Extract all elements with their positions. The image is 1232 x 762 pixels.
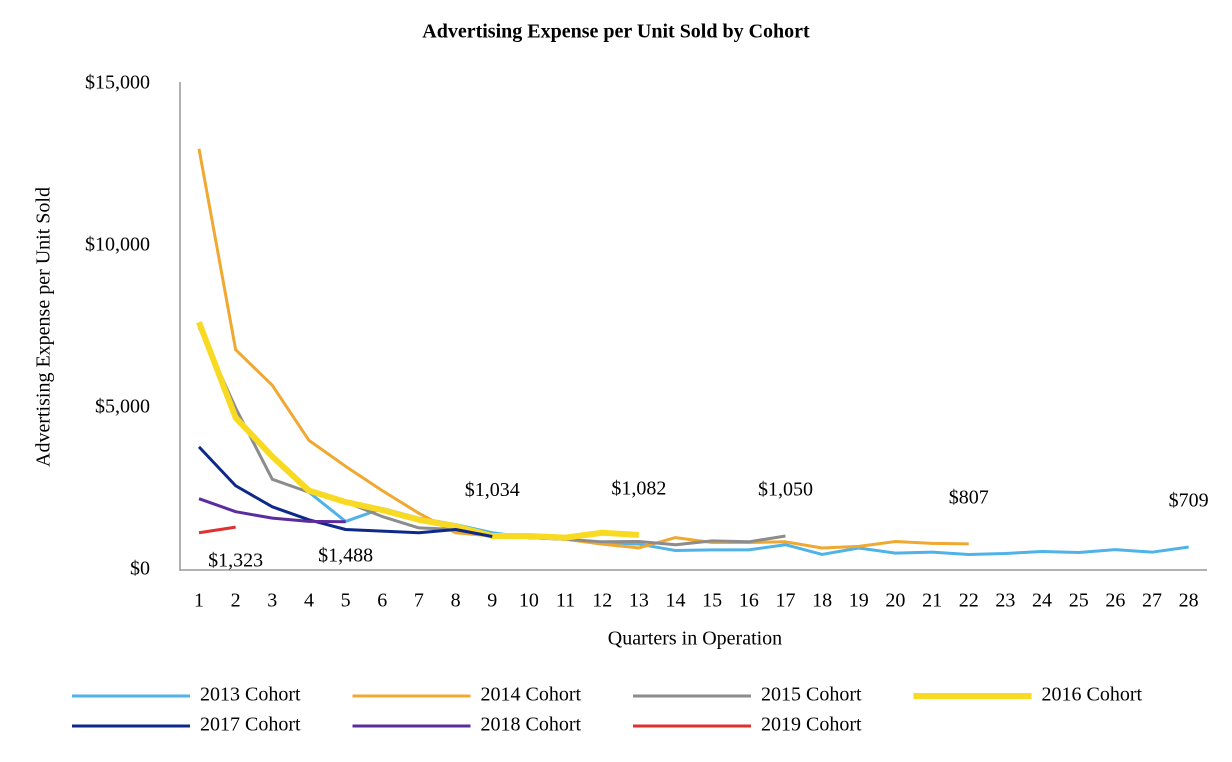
x-tick-label: 18: [812, 590, 832, 612]
x-tick-label: 5: [341, 590, 351, 612]
legend-label: 2017 Cohort: [200, 714, 301, 736]
x-tick-label: 2: [231, 590, 241, 612]
x-tick-label: 13: [629, 590, 649, 612]
data-label: $1,488: [318, 544, 373, 566]
series-line: [196, 321, 640, 541]
x-tick-label: 26: [1105, 590, 1125, 612]
y-tick-label: $5,000: [95, 396, 150, 418]
series-line: [197, 445, 493, 538]
x-tick-label: 19: [849, 590, 869, 612]
x-tick-label: 4: [304, 590, 314, 612]
x-tick-label: 7: [414, 590, 424, 612]
x-tick-label: 27: [1142, 590, 1162, 612]
x-tick-label: 8: [451, 590, 461, 612]
x-tick-label: 3: [267, 590, 277, 612]
x-tick-label: 28: [1179, 590, 1199, 612]
x-tick-label: 22: [959, 590, 979, 612]
x-tick-label: 23: [995, 590, 1015, 612]
x-tick-label: 10: [519, 590, 539, 612]
x-tick-label: 6: [377, 590, 387, 612]
y-tick-label: $10,000: [85, 234, 150, 256]
x-tick-label: 12: [592, 590, 612, 612]
series-line: [197, 148, 969, 550]
data-label: $709: [1169, 490, 1209, 512]
y-tick-label: $0: [130, 558, 150, 580]
chart-title: Advertising Expense per Unit Sold by Coh…: [422, 21, 810, 43]
x-tick-label: 17: [775, 590, 795, 612]
legend-label: 2019 Cohort: [761, 714, 862, 736]
legend-label: 2014 Cohort: [481, 684, 582, 706]
x-tick-label: 15: [702, 590, 722, 612]
legend-label: 2013 Cohort: [200, 684, 301, 706]
x-tick-label: 14: [666, 590, 686, 612]
data-label: $1,323: [208, 550, 263, 572]
x-tick-label: 1: [194, 590, 204, 612]
x-tick-label: 9: [487, 590, 497, 612]
legend-label: 2015 Cohort: [761, 684, 862, 706]
series-line: [198, 525, 236, 535]
legend-label: 2016 Cohort: [1042, 684, 1143, 706]
y-tick-label: $15,000: [85, 72, 150, 94]
x-tick-label: 24: [1032, 590, 1052, 612]
data-label: $807: [949, 486, 989, 508]
legend-label: 2018 Cohort: [481, 714, 582, 736]
x-tick-label: 16: [739, 590, 759, 612]
data-label: $1,050: [758, 479, 813, 501]
x-axis-label: Quarters in Operation: [608, 628, 782, 650]
y-axis-label: Advertising Expense per Unit Sold: [33, 187, 55, 467]
series-line: [198, 497, 346, 524]
data-label: $1,082: [611, 478, 666, 500]
x-tick-label: 21: [922, 590, 942, 612]
data-label: $1,034: [465, 479, 520, 501]
x-tick-label: 25: [1069, 590, 1089, 612]
x-tick-label: 20: [885, 590, 905, 612]
x-tick-label: 11: [556, 590, 575, 612]
